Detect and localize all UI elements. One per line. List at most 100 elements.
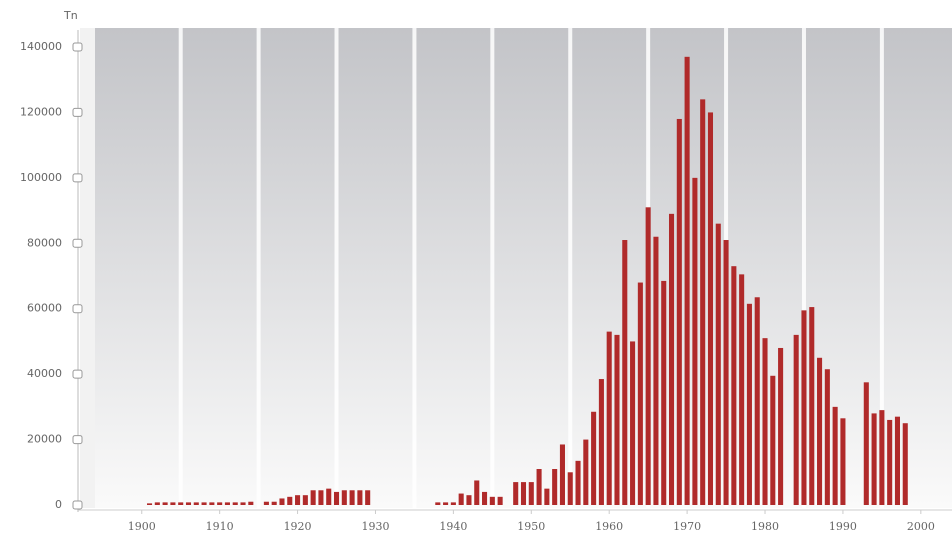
bar [263,501,269,505]
bar [217,502,223,505]
bar [817,357,823,505]
bar [201,502,207,505]
bar [458,493,464,505]
bar [832,406,838,505]
bar [318,490,324,505]
bar [778,347,784,505]
y-tick-label: 40000 [27,367,62,380]
y-tick-label: 140000 [20,40,62,53]
band-separator [490,28,495,508]
bar [209,502,215,505]
bar [295,495,301,505]
bar [614,334,620,505]
x-tick-label: 1970 [673,520,701,533]
y-tick-mark [72,369,83,379]
bar [801,310,807,505]
bar [707,112,714,505]
x-tick-label: 1920 [284,520,312,533]
bar [248,501,254,505]
x-tick-label: 1990 [829,520,857,533]
band-separator [178,28,183,508]
bar [692,177,698,505]
bar [185,502,192,505]
bar [365,490,371,505]
x-tick-label: 1940 [439,520,467,533]
bar [754,297,760,505]
x-tick-label: 1900 [128,520,156,533]
bar [653,236,659,505]
bar [443,502,449,505]
bar [466,495,472,505]
bar [341,490,347,505]
bar [544,488,550,505]
bar [162,502,168,505]
bar [513,482,519,505]
bar [583,439,589,505]
bar [793,334,799,505]
y-tick-mark [72,435,83,445]
bar [762,338,768,505]
y-tick-label: 0 [55,498,62,511]
x-tick-label: 1950 [517,520,545,533]
bar [809,307,815,505]
bar [154,502,160,505]
band-separator [801,28,806,508]
bar [606,331,612,505]
y-tick-mark [72,238,83,248]
band-separator [412,28,417,508]
bar [357,490,363,505]
x-tick-label: 1980 [751,520,779,533]
bar [528,482,534,505]
bar [482,491,488,505]
bar [567,472,573,505]
bar [871,413,877,505]
bar [824,369,830,505]
bar [840,418,846,505]
band-separator [256,28,261,508]
bar [661,280,667,505]
band-separator [568,28,573,508]
bar [536,469,542,505]
y-tick-mark [72,107,83,117]
bar [552,469,558,505]
bar [333,491,340,505]
bar [170,502,176,505]
y-tick-mark [72,42,83,52]
bar [676,118,682,505]
bar [450,502,456,505]
bar [559,444,565,505]
bar [770,375,776,505]
bar [193,502,199,505]
bar [645,207,651,506]
bar [147,503,153,505]
bar [630,341,636,505]
x-tick-label: 1910 [206,520,234,533]
band-separator [879,28,884,508]
bar [349,490,355,505]
y-tick-label: 80000 [27,236,62,249]
y-tick-label: 60000 [27,302,62,315]
x-tick-label: 1960 [595,520,623,533]
bar [240,502,246,505]
bar [863,382,869,505]
bar [489,496,495,505]
x-tick-label: 1930 [361,520,389,533]
bar [520,482,527,505]
bar [637,282,643,505]
bar [474,480,480,505]
unit-label: Tn [63,9,78,22]
bar [575,460,581,505]
bar [310,490,316,505]
bar [887,419,893,505]
bar [178,502,184,505]
y-tick-label: 20000 [27,433,62,446]
bar [700,99,706,505]
bar [879,410,885,505]
bar [232,502,238,505]
y-tick-mark [72,173,83,183]
plot-background [95,28,952,508]
bar [435,502,441,505]
bar [622,240,628,505]
bar [302,495,308,505]
bar [739,274,745,505]
